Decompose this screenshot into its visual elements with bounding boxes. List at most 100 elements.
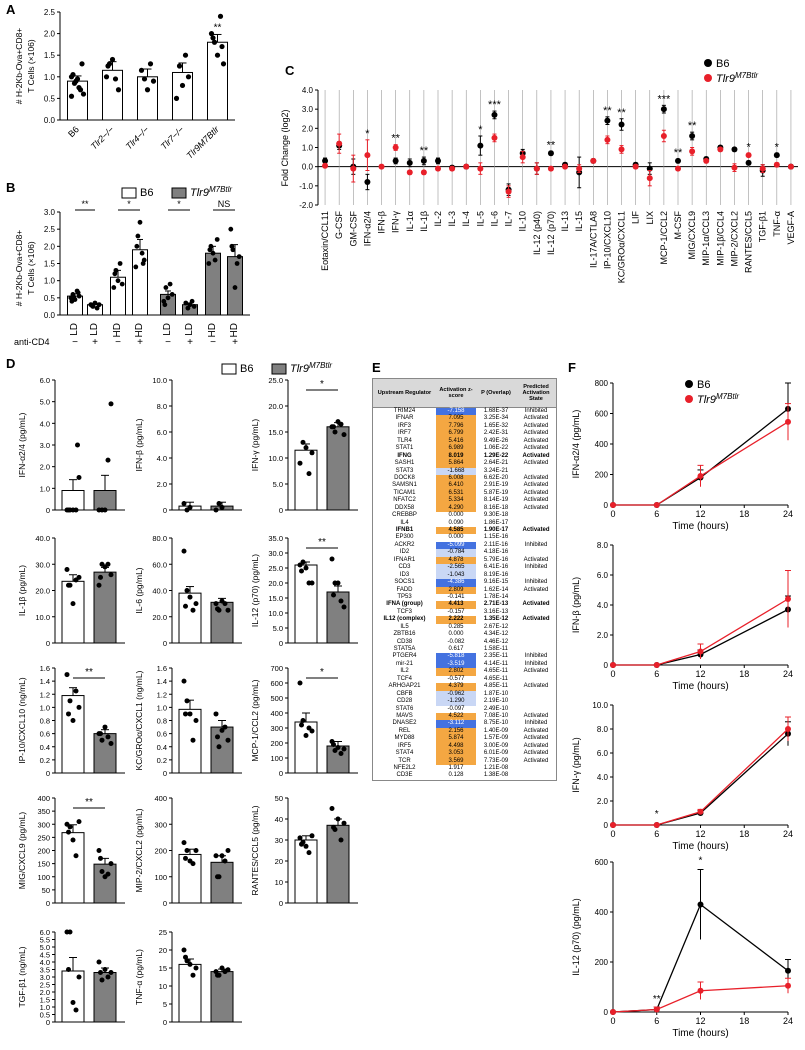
data-point <box>108 740 114 746</box>
anti-cd4-sign: + <box>232 337 238 348</box>
upstream-regulator-table: Upstream Regulator Activation z-score P … <box>372 378 557 781</box>
data-point <box>184 848 190 853</box>
cell-p-overlap: 2.71E-13 <box>483 601 509 608</box>
y-tick-label: 5.0 <box>273 624 283 633</box>
data-point-tlr9 <box>646 175 653 182</box>
data-point-tlr9 <box>703 157 710 164</box>
data-point <box>66 829 71 835</box>
table-header-state: Predicted Activation State <box>522 384 550 402</box>
y-tick-label: 2.5 <box>44 225 56 234</box>
data-point <box>134 243 140 249</box>
data-point <box>229 243 235 249</box>
y-tick-label: 1.4 <box>40 677 50 686</box>
cell-zscore: 7.796 <box>436 422 476 431</box>
cell-p-overlap: 3.16E-13 <box>483 608 509 615</box>
data-point <box>182 52 189 58</box>
cell-p-overlap: 9.16E-15 <box>483 579 509 586</box>
table-row: SASH1 5.864 2.64E-21 Activated <box>373 460 556 468</box>
legend-label-b6: B6 <box>697 379 710 391</box>
data-point <box>222 601 228 607</box>
cell-zscore: 4.498 <box>436 742 476 751</box>
cell-regulator: EP300 <box>395 534 414 541</box>
table-row: CD3E 0.128 1.38E-08 <box>373 772 556 780</box>
cell-state: Activated <box>523 445 549 452</box>
data-point <box>102 724 108 730</box>
data-point <box>335 580 341 586</box>
cell-p-overlap: 1.35E-12 <box>483 616 509 623</box>
data-point-tlr9 <box>392 144 399 151</box>
cell-state: Activated <box>523 430 549 437</box>
legend-label-b6: B6 <box>716 58 729 70</box>
y-tick-label: 0 <box>604 661 609 670</box>
data-point <box>89 302 95 308</box>
cell-zscore: 4.290 <box>436 504 476 513</box>
cell-p-overlap: 2.42E-31 <box>483 430 509 437</box>
x-tick-label: 6 <box>654 669 659 679</box>
y-tick-label: 25.0 <box>268 376 283 385</box>
y-tick-label: 3.5 <box>40 966 50 975</box>
x-tick-label: LD <box>184 323 195 336</box>
cell-p-overlap: 3.00E-09 <box>483 742 509 749</box>
x-tick-label: IL-12 (p40) <box>532 211 542 255</box>
cell-zscore: -0.141 <box>436 593 476 602</box>
data-point <box>79 61 85 67</box>
y-tick-label: 600 <box>595 858 609 867</box>
data-point <box>98 574 103 580</box>
x-axis-label: Time (hours) <box>672 1028 728 1039</box>
cell-regulator: SASH1 <box>394 460 415 467</box>
data-point <box>300 439 306 445</box>
data-point <box>162 302 168 308</box>
data-point-tlr9 <box>689 148 696 155</box>
y-tick-label: 0 <box>604 501 609 510</box>
series-line-b6 <box>613 408 789 506</box>
cell-zscore: -0.097 <box>436 705 476 713</box>
bar-tlr9 <box>210 726 234 774</box>
y-tick-label: 0 <box>163 899 167 908</box>
legend-label-tlr9-base: Tlr9 <box>697 394 716 406</box>
significance-marker: * <box>365 128 370 140</box>
x-tick-label: GM-CSF <box>348 211 358 247</box>
cell-p-overlap: 4.65E-11 <box>484 675 508 682</box>
y-axis-label-line2: T Cells (×106) <box>26 241 36 295</box>
significance-label: ** <box>81 199 89 209</box>
data-point-tlr9 <box>785 418 791 425</box>
x-tick-label: IFN-γ <box>391 211 401 233</box>
x-tick-label: IL-1β <box>419 211 429 232</box>
table-row: IFNAR 7.095 3.25E-34 Activated <box>373 415 556 423</box>
x-tick-label: 18 <box>739 669 749 679</box>
data-point <box>108 401 114 407</box>
anti-cd4-sign: + <box>92 337 98 348</box>
y-tick-label: 0.4 <box>157 743 167 752</box>
cell-zscore: 0.090 <box>436 519 476 527</box>
data-point-tlr9 <box>449 165 456 172</box>
cell-state: Activated <box>523 683 549 690</box>
cell-state: Activated <box>522 616 550 623</box>
x-tick-label: IL-2 <box>433 211 443 227</box>
x-tick-label: IFN-β <box>377 211 387 234</box>
y-tick-label: 250 <box>37 833 50 842</box>
cell-p-overlap: 8.16E-18 <box>483 504 509 511</box>
bar-b6 <box>294 839 318 904</box>
y-tick-label: 0 <box>279 769 283 778</box>
cell-zscore: 0.285 <box>436 623 476 632</box>
y-tick-label: 20 <box>159 946 167 955</box>
table-row: IL2 2.802 4.65E-11 Activated <box>373 668 556 676</box>
y-tick-label: -1.0 <box>299 182 313 191</box>
x-tick-label: LIF <box>631 211 641 225</box>
cell-p-overlap: 1.87E-10 <box>483 690 509 697</box>
x-tick-label: B6 <box>66 124 81 139</box>
x-tick-label: IL-5 <box>475 211 485 227</box>
table-row: STAT4 3.053 6.01E-09 Activated <box>373 750 556 758</box>
x-tick-label: IL-7 <box>504 211 514 227</box>
cell-regulator: FADD <box>396 586 413 593</box>
x-tick-label: HD <box>207 323 218 337</box>
data-point <box>111 285 117 290</box>
cell-state <box>516 691 556 698</box>
data-point-tlr9 <box>653 1006 660 1013</box>
bar-b6 <box>178 592 202 644</box>
data-point <box>64 672 70 678</box>
data-point <box>213 853 219 859</box>
cell-zscore: 6.008 <box>436 474 476 483</box>
x-tick-label: LIX <box>645 211 655 225</box>
data-point <box>112 271 118 277</box>
